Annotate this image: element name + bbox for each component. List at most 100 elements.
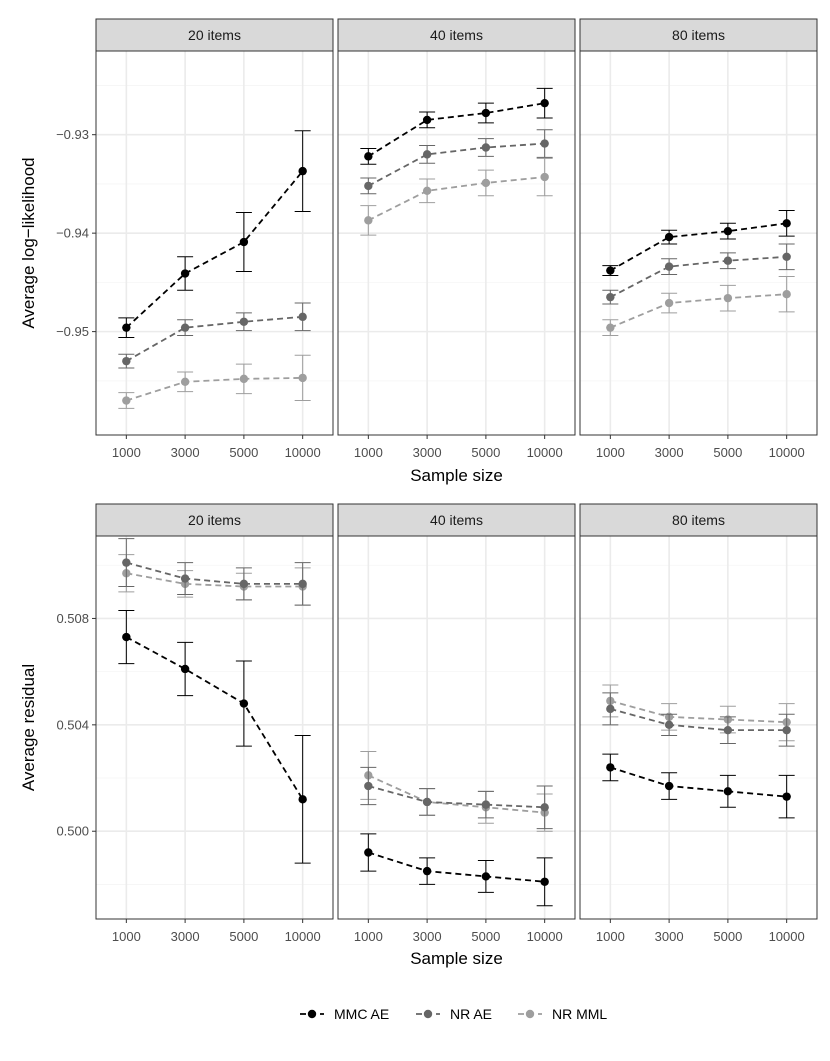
data-point bbox=[481, 178, 491, 188]
x-tick-label: 10000 bbox=[527, 445, 563, 460]
panel-border bbox=[337, 535, 576, 920]
data-point bbox=[664, 232, 674, 242]
panel-background bbox=[580, 51, 817, 435]
data-point bbox=[606, 292, 615, 302]
data-point bbox=[364, 216, 373, 225]
series-mmc-ae bbox=[602, 753, 795, 819]
data-point bbox=[481, 143, 491, 152]
x-tick-label: 10000 bbox=[285, 929, 321, 944]
series-line bbox=[367, 142, 545, 187]
panel-background bbox=[96, 51, 333, 435]
x-tick-label: 3000 bbox=[413, 929, 442, 944]
y-axis-title: Average residual bbox=[19, 664, 38, 791]
data-point bbox=[122, 632, 131, 642]
y-axis-title: Average log−likelihood bbox=[19, 157, 38, 328]
x-tick-label: 5000 bbox=[229, 929, 258, 944]
series-line bbox=[368, 851, 545, 883]
data-point bbox=[723, 787, 733, 796]
data-point bbox=[122, 356, 131, 366]
data-point bbox=[122, 558, 131, 567]
x-tick-label: 10000 bbox=[527, 929, 563, 944]
panel-background bbox=[96, 536, 333, 919]
data-point bbox=[481, 872, 491, 881]
data-point bbox=[122, 323, 131, 332]
legend-key-point bbox=[307, 1009, 317, 1019]
data-point bbox=[723, 226, 733, 236]
x-tick-label: 3000 bbox=[413, 445, 442, 460]
x-tick-label: 3000 bbox=[655, 445, 684, 460]
panel-border bbox=[579, 535, 818, 920]
data-point bbox=[364, 181, 373, 191]
data-point bbox=[540, 98, 549, 108]
legend-key-point bbox=[423, 1009, 433, 1019]
facet-strip bbox=[95, 18, 334, 52]
series-line bbox=[609, 222, 787, 272]
data-point bbox=[782, 792, 791, 801]
data-point bbox=[298, 166, 307, 176]
data-point bbox=[180, 323, 190, 332]
data-point bbox=[422, 115, 432, 125]
x-tick-label: 10000 bbox=[285, 445, 321, 460]
facet-strip bbox=[337, 18, 576, 52]
y-tick-label: 0.504 bbox=[56, 717, 89, 732]
series-line bbox=[610, 708, 787, 732]
facet-panel: 80 items 1000 3000 5000 10000 bbox=[579, 18, 818, 460]
facet-panel: 40 items 1000 3000 5000 10000 bbox=[337, 18, 576, 460]
data-point bbox=[606, 266, 615, 275]
legend-label: NR AE bbox=[450, 1006, 492, 1022]
x-tick-label: 1000 bbox=[596, 445, 625, 460]
y-tick-label: 0.508 bbox=[56, 611, 89, 626]
data-point bbox=[540, 172, 549, 182]
data-point bbox=[364, 848, 373, 857]
panel-background bbox=[338, 536, 575, 919]
data-point bbox=[298, 579, 307, 589]
data-point bbox=[298, 312, 307, 322]
data-point bbox=[664, 298, 674, 308]
series-nr-mml bbox=[118, 354, 311, 409]
x-tick-label: 10000 bbox=[769, 445, 805, 460]
x-tick-label: 1000 bbox=[112, 929, 141, 944]
data-point bbox=[239, 699, 249, 708]
data-point bbox=[723, 725, 733, 735]
data-point bbox=[540, 803, 549, 812]
series-nr-ae bbox=[602, 692, 795, 747]
legend: MMC AE NR AE NR MML bbox=[300, 1006, 607, 1022]
series-line bbox=[126, 561, 303, 585]
facet-label: 80 items bbox=[672, 512, 725, 528]
data-point bbox=[540, 877, 549, 886]
data-point bbox=[664, 262, 674, 271]
data-point bbox=[122, 396, 131, 405]
data-point bbox=[422, 866, 432, 876]
data-point bbox=[180, 269, 190, 278]
x-tick-label: 5000 bbox=[471, 445, 500, 460]
series-line bbox=[367, 176, 545, 222]
legend-label: NR MML bbox=[552, 1006, 607, 1022]
data-point bbox=[180, 574, 190, 583]
x-tick-label: 5000 bbox=[229, 445, 258, 460]
series-line bbox=[126, 376, 303, 402]
facet-panel: 20 items 1000 3000 5000 10000 −0.93 −0.94 −0.95 bbox=[56, 18, 334, 460]
series-nr-ae bbox=[360, 766, 553, 830]
data-point bbox=[239, 374, 249, 384]
facet-strip bbox=[579, 18, 818, 52]
data-point bbox=[180, 377, 190, 387]
facet-strip bbox=[579, 503, 818, 537]
series-nr-mml bbox=[602, 275, 795, 337]
series-nr-ae bbox=[118, 538, 311, 606]
series-line bbox=[125, 636, 304, 800]
x-axis-title: Sample size bbox=[410, 466, 503, 485]
y-tick-label: −0.93 bbox=[56, 127, 89, 142]
facet-label: 80 items bbox=[672, 27, 725, 43]
series-nr-mml bbox=[360, 157, 553, 236]
facet-label: 20 items bbox=[188, 512, 241, 528]
y-tick-label: 0.500 bbox=[56, 824, 89, 839]
panel-border bbox=[579, 50, 818, 436]
facet-panel: 40 items 1000 3000 5000 10000 bbox=[337, 503, 576, 944]
x-tick-label: 5000 bbox=[713, 929, 742, 944]
data-point bbox=[239, 237, 249, 247]
legend-key-point bbox=[525, 1009, 535, 1019]
data-point bbox=[422, 150, 432, 159]
series-mmc-ae bbox=[360, 833, 553, 907]
panel-border bbox=[95, 50, 334, 436]
y-tick-label: −0.94 bbox=[56, 226, 89, 241]
